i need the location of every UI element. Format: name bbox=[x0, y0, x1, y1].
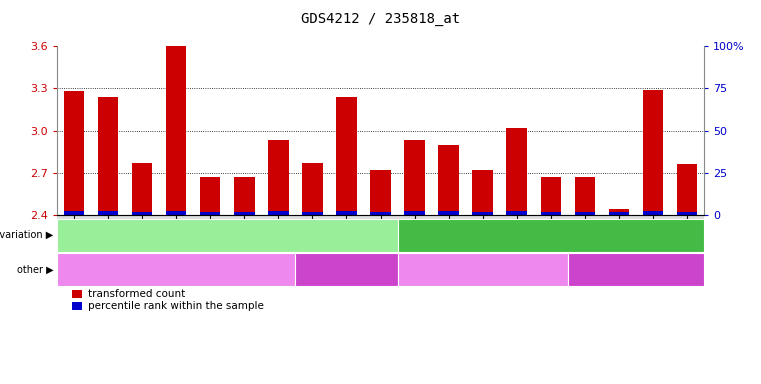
Bar bbox=[132, 163, 152, 215]
Bar bbox=[234, 177, 254, 215]
Text: no prior teatment: no prior teatment bbox=[133, 265, 219, 275]
Bar bbox=[302, 212, 323, 215]
Bar bbox=[234, 212, 254, 215]
Bar bbox=[642, 211, 663, 215]
Bar bbox=[98, 97, 119, 215]
Bar bbox=[64, 211, 84, 215]
Text: non-del11q: non-del11q bbox=[523, 230, 578, 240]
Bar bbox=[336, 211, 357, 215]
Text: other ▶: other ▶ bbox=[17, 265, 53, 275]
Bar bbox=[609, 209, 629, 215]
Bar bbox=[302, 163, 323, 215]
Bar bbox=[268, 211, 288, 215]
Bar bbox=[473, 212, 493, 215]
Text: GDS4212 / 235818_at: GDS4212 / 235818_at bbox=[301, 12, 460, 25]
Bar bbox=[166, 46, 186, 215]
Bar bbox=[438, 211, 459, 215]
Bar bbox=[575, 212, 595, 215]
Bar bbox=[677, 212, 697, 215]
Text: prior treatment: prior treatment bbox=[309, 265, 384, 275]
Bar bbox=[98, 211, 119, 215]
Text: percentile rank within the sample: percentile rank within the sample bbox=[88, 301, 264, 311]
Bar bbox=[404, 141, 425, 215]
Bar bbox=[371, 170, 390, 215]
Bar bbox=[677, 164, 697, 215]
Text: prior treatment: prior treatment bbox=[598, 265, 673, 275]
Text: genotype/variation ▶: genotype/variation ▶ bbox=[0, 230, 53, 240]
Bar bbox=[200, 177, 221, 215]
Bar bbox=[507, 128, 527, 215]
Bar bbox=[609, 212, 629, 215]
Bar bbox=[404, 211, 425, 215]
Bar bbox=[540, 177, 561, 215]
Bar bbox=[575, 177, 595, 215]
Bar bbox=[473, 170, 493, 215]
Bar bbox=[64, 91, 84, 215]
Text: transformed count: transformed count bbox=[88, 289, 186, 299]
Text: del11q: del11q bbox=[211, 230, 244, 240]
Text: no prior teatment: no prior teatment bbox=[439, 265, 526, 275]
Bar bbox=[166, 211, 186, 215]
Bar bbox=[268, 141, 288, 215]
Bar bbox=[336, 97, 357, 215]
Bar bbox=[642, 90, 663, 215]
Bar bbox=[540, 212, 561, 215]
Bar bbox=[132, 212, 152, 215]
Bar bbox=[371, 212, 390, 215]
Bar bbox=[507, 211, 527, 215]
Bar bbox=[438, 145, 459, 215]
Bar bbox=[200, 212, 221, 215]
